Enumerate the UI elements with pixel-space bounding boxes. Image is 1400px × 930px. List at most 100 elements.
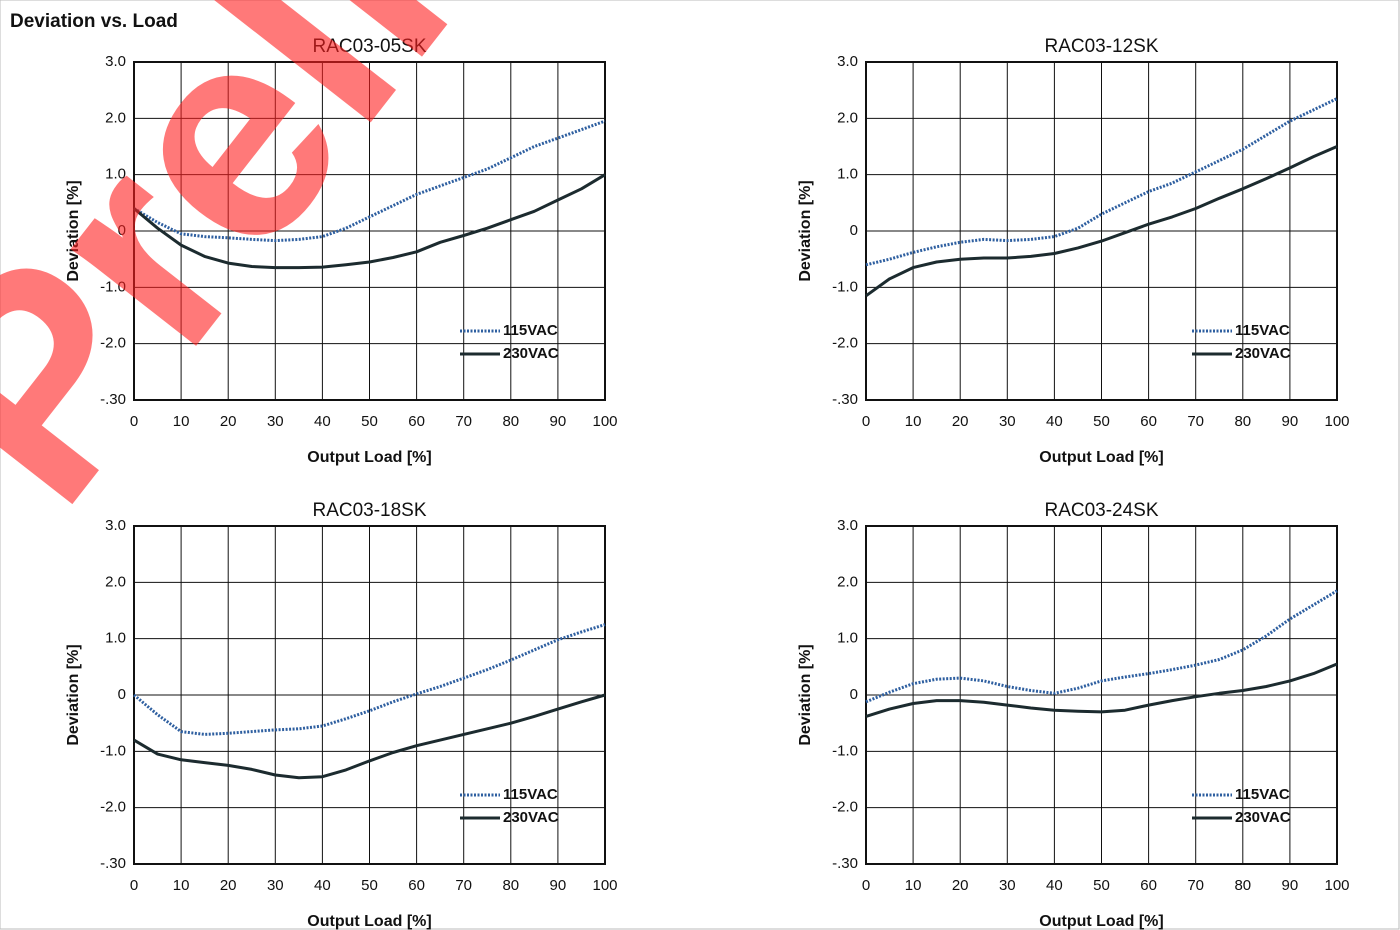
y-axis-label: Deviation [%]	[797, 644, 814, 745]
x-tick-label: 50	[361, 413, 378, 430]
plot-frame	[865, 61, 1338, 401]
y-tick-label: -1.0	[100, 742, 126, 759]
y-tick-label: 0	[850, 222, 858, 239]
x-tick-label: 60	[408, 413, 425, 430]
series-line	[133, 173, 606, 270]
x-tick-label: 20	[952, 413, 969, 430]
x-tick-label: 10	[173, 877, 190, 894]
y-tick-label: -.30	[832, 855, 858, 872]
y-axis-label: Deviation [%]	[797, 180, 814, 281]
x-tick-label: 70	[1187, 413, 1204, 430]
y-tick-label: -2.0	[832, 335, 858, 352]
chart-title: RAC03-12SK	[1044, 36, 1158, 57]
x-tick-label: 70	[455, 413, 472, 430]
y-tick-label: 0	[118, 222, 126, 239]
x-axis-label: Output Load [%]	[307, 449, 431, 466]
x-tick-label: 40	[1046, 877, 1063, 894]
x-tick-label: 70	[455, 877, 472, 894]
y-tick-label: 3.0	[105, 53, 126, 70]
y-tick-label: 0	[118, 686, 126, 703]
series-line	[865, 662, 1338, 718]
y-tick-label: -.30	[832, 391, 858, 408]
x-tick-label: 100	[1324, 877, 1349, 894]
chart-title: RAC03-24SK	[1044, 500, 1158, 521]
y-axis-label: Deviation [%]	[65, 644, 82, 745]
x-axis-label: Output Load [%]	[1039, 449, 1163, 466]
chart-title: RAC03-18SK	[312, 500, 426, 521]
y-tick-label: 2.0	[837, 109, 858, 126]
x-tick-label: 60	[408, 877, 425, 894]
legend-label: 115VAC	[503, 322, 558, 339]
x-tick-label: 30	[267, 413, 284, 430]
series-line	[133, 623, 606, 736]
chart: RAC03-18SK 0 10 20 30 40 50 60 70 80 90 100 3.0 2.0 1.…	[65, 500, 617, 930]
legend-label: 230VAC	[503, 345, 559, 362]
y-tick-label: 2.0	[105, 109, 126, 126]
legend-label: 230VAC	[503, 809, 559, 826]
chart: RAC03-05SK 0 10 20 30 40 50 60 70 80 90 100 3.0 2.0 1.…	[65, 36, 617, 466]
y-tick-label: -.30	[100, 855, 126, 872]
x-tick-label: 60	[1140, 413, 1157, 430]
x-tick-label: 80	[502, 413, 519, 430]
x-tick-label: 50	[1093, 413, 1110, 430]
legend-label: 115VAC	[1235, 786, 1290, 803]
x-tick-label: 100	[592, 413, 617, 430]
x-tick-label: 70	[1187, 877, 1204, 894]
page-title: Deviation vs. Load	[10, 11, 178, 32]
x-tick-label: 10	[905, 413, 922, 430]
x-tick-label: 30	[999, 413, 1016, 430]
series-line	[133, 693, 606, 780]
y-tick-label: 1.0	[837, 630, 858, 647]
legend-label: 115VAC	[1235, 322, 1290, 339]
x-tick-label: 80	[1234, 877, 1251, 894]
y-tick-label: 2.0	[105, 573, 126, 590]
legend-label: 115VAC	[503, 786, 558, 803]
x-axis-label: Output Load [%]	[1039, 913, 1163, 930]
x-tick-label: 80	[1234, 413, 1251, 430]
x-tick-label: 30	[267, 877, 284, 894]
x-tick-label: 50	[361, 877, 378, 894]
plot-frame	[865, 525, 1338, 865]
x-tick-label: 50	[1093, 877, 1110, 894]
x-tick-label: 90	[550, 413, 567, 430]
chart: RAC03-12SK 0 10 20 30 40 50 60 70 80 90 100 3.0 2.0 1.…	[797, 36, 1349, 466]
series-line	[865, 589, 1338, 704]
x-tick-label: 10	[905, 877, 922, 894]
x-tick-label: 90	[1282, 877, 1299, 894]
y-tick-label: -.30	[100, 391, 126, 408]
series-line	[865, 97, 1338, 267]
y-tick-label: -1.0	[832, 742, 858, 759]
x-tick-label: 40	[314, 413, 331, 430]
x-tick-label: 20	[220, 413, 237, 430]
x-tick-label: 100	[592, 877, 617, 894]
y-tick-label: -2.0	[100, 799, 126, 816]
x-axis-label: Output Load [%]	[307, 913, 431, 930]
y-tick-label: 1.0	[105, 630, 126, 647]
x-tick-label: 40	[1046, 413, 1063, 430]
y-tick-label: 3.0	[837, 53, 858, 70]
y-tick-label: -1.0	[832, 278, 858, 295]
x-tick-label: 0	[862, 413, 870, 430]
x-tick-label: 40	[314, 877, 331, 894]
plot-frame	[133, 61, 606, 401]
y-tick-label: 0	[850, 686, 858, 703]
chart: RAC03-24SK 0 10 20 30 40 50 60 70 80 90 100 3.0 2.0 1.…	[797, 500, 1349, 930]
y-tick-label: 2.0	[837, 573, 858, 590]
x-tick-label: 20	[952, 877, 969, 894]
series-line	[865, 145, 1338, 298]
x-tick-label: 90	[1282, 413, 1299, 430]
x-tick-label: 30	[999, 877, 1016, 894]
y-tick-label: 1.0	[105, 166, 126, 183]
x-tick-label: 60	[1140, 877, 1157, 894]
y-tick-label: -2.0	[832, 799, 858, 816]
x-tick-label: 100	[1324, 413, 1349, 430]
y-tick-label: -2.0	[100, 335, 126, 352]
x-tick-label: 20	[220, 877, 237, 894]
y-tick-label: 3.0	[105, 517, 126, 534]
y-axis-label: Deviation [%]	[65, 180, 82, 281]
chart-title: RAC03-05SK	[312, 36, 426, 57]
y-tick-label: 3.0	[837, 517, 858, 534]
series-line	[133, 119, 606, 243]
